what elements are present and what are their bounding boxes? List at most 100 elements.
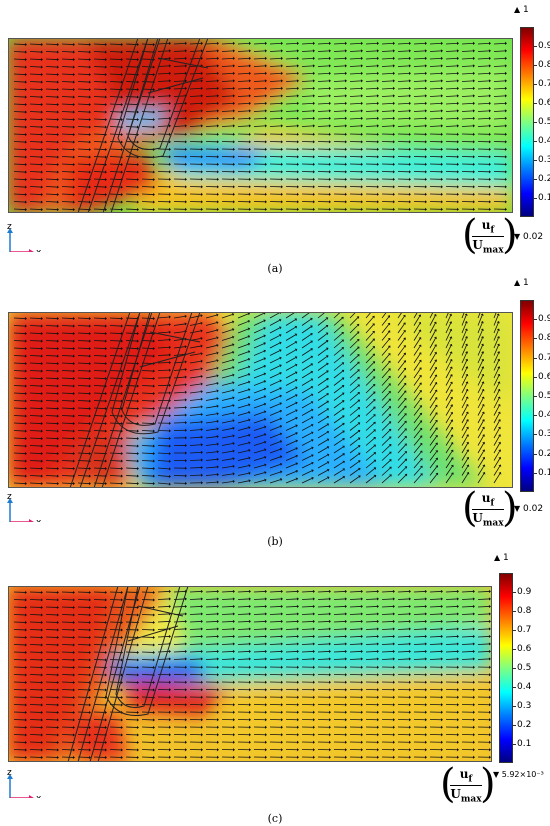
flow-arrowhead xyxy=(216,321,219,325)
flow-arrowhead xyxy=(440,703,443,707)
flow-arrowhead xyxy=(504,155,507,159)
flow-arrowhead xyxy=(372,353,376,357)
flow-arrow xyxy=(29,392,42,394)
flow-arrowhead xyxy=(424,170,427,174)
flow-arrow xyxy=(365,312,372,319)
flow-arrow xyxy=(29,178,42,180)
flow-arrow xyxy=(45,73,58,75)
flow-arrow xyxy=(61,415,74,417)
flow-arrowhead xyxy=(40,339,43,343)
flow-arrowhead xyxy=(56,598,59,602)
flow-arrow xyxy=(461,413,468,424)
flow-arrow xyxy=(93,96,106,98)
flow-arrow xyxy=(413,444,422,454)
flow-arrowhead xyxy=(88,102,91,107)
flow-arrow xyxy=(61,460,74,462)
flow-arrowhead xyxy=(360,604,363,609)
colorbar-tick-label: 0.2 xyxy=(538,174,550,184)
flow-arrowhead xyxy=(449,366,453,370)
flow-arrowhead xyxy=(104,406,107,411)
flow-arrowhead xyxy=(40,613,43,617)
flow-arrow xyxy=(349,628,362,630)
flow-arrowhead xyxy=(120,436,123,441)
flow-arrowhead xyxy=(264,155,267,159)
flow-arrow xyxy=(445,110,458,112)
flow-arrowhead xyxy=(263,349,266,353)
flow-arrow xyxy=(61,156,74,158)
flow-arrowhead xyxy=(279,387,282,390)
flow-arrowhead xyxy=(440,132,443,136)
flow-arrow xyxy=(269,410,281,416)
flow-arrow xyxy=(365,110,378,112)
flow-arrow xyxy=(445,330,452,341)
flow-arrow xyxy=(493,57,506,60)
flow-arrow xyxy=(285,42,298,45)
flow-arrowhead xyxy=(88,361,91,366)
flow-arrowhead xyxy=(216,109,219,113)
flow-arrow xyxy=(493,450,500,461)
flow-arrow xyxy=(477,42,490,45)
flow-arrow xyxy=(253,411,265,416)
flow-arrow xyxy=(285,425,297,431)
flow-arrow xyxy=(477,382,484,394)
flow-arrowhead xyxy=(408,147,411,151)
flow-arrowhead xyxy=(488,185,491,189)
flow-arrowhead xyxy=(168,733,171,737)
flow-arrow xyxy=(29,437,42,439)
flow-arrowhead xyxy=(328,41,331,45)
flow-arrow xyxy=(45,208,58,210)
flow-arrow xyxy=(157,606,170,608)
colorbar-tick-mark xyxy=(513,687,516,688)
flow-arrowhead xyxy=(312,49,315,53)
flow-arrowhead xyxy=(440,673,443,677)
flow-arrow xyxy=(477,428,484,439)
flow-arrow xyxy=(429,591,442,593)
flow-arrowhead xyxy=(88,95,91,99)
flow-arrowhead xyxy=(392,132,395,136)
flow-arrow xyxy=(253,80,266,82)
flow-arrowhead xyxy=(232,604,235,609)
flow-arrowhead xyxy=(456,733,459,737)
colorbar xyxy=(499,573,513,763)
flow-arrow xyxy=(13,355,26,357)
flow-arrowhead xyxy=(72,65,75,69)
flow-arrow xyxy=(173,57,186,60)
flow-arrowhead xyxy=(342,475,346,479)
flow-arrowhead xyxy=(440,642,443,646)
flow-arrowhead xyxy=(360,612,363,616)
flow-arrowhead xyxy=(357,392,360,395)
flow-arrow xyxy=(173,65,186,67)
flow-arrowhead xyxy=(440,733,443,737)
flow-arrow xyxy=(301,379,312,386)
flow-arrow xyxy=(269,628,282,630)
flow-arrow xyxy=(397,651,410,653)
flow-arrowhead xyxy=(104,725,107,730)
flow-arrow xyxy=(173,117,186,120)
flow-arrow xyxy=(157,80,170,82)
flow-arrowhead xyxy=(279,356,282,360)
flow-arrow xyxy=(381,636,394,638)
flow-arrow xyxy=(45,51,58,53)
flow-arrowhead xyxy=(136,436,139,441)
flow-arrowhead xyxy=(488,147,491,151)
flow-arrow xyxy=(301,72,314,75)
flow-arrow xyxy=(189,613,202,615)
flow-arrowhead xyxy=(279,394,282,398)
flow-arrow xyxy=(349,658,362,660)
flow-arrow xyxy=(285,349,296,356)
flow-arrowhead xyxy=(440,109,443,113)
flow-arrowhead xyxy=(232,710,235,714)
flow-arrowhead xyxy=(24,87,27,92)
flow-arrowhead xyxy=(40,474,43,478)
flow-arrow xyxy=(349,42,362,45)
flow-arrow xyxy=(461,658,474,660)
flow-arrow xyxy=(429,117,442,120)
flow-arrowhead xyxy=(200,597,203,601)
flow-arrow xyxy=(173,658,186,660)
colorbar-tick-label: 0.4 xyxy=(538,136,550,146)
flow-arrowhead xyxy=(360,71,363,75)
flow-arrowhead xyxy=(216,665,219,669)
flow-arrow xyxy=(77,332,90,334)
flow-arrowhead xyxy=(24,200,27,204)
flow-arrowhead xyxy=(104,620,107,625)
